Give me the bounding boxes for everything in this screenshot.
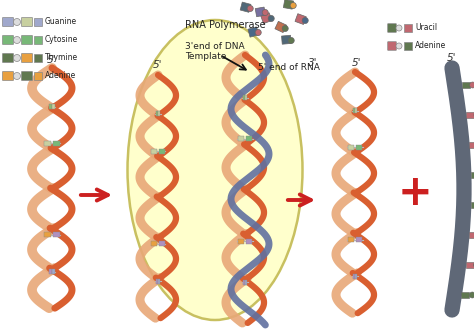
FancyBboxPatch shape [282, 35, 291, 44]
Bar [471, 172, 474, 178]
Bar [246, 280, 247, 285]
Circle shape [469, 292, 474, 298]
Bar [54, 141, 60, 146]
Bar [462, 82, 470, 88]
Bar [356, 274, 357, 279]
FancyBboxPatch shape [388, 24, 396, 32]
Text: 3'end of DNA
Template: 3'end of DNA Template [185, 42, 245, 61]
FancyBboxPatch shape [283, 0, 293, 9]
Circle shape [13, 72, 20, 79]
Circle shape [13, 37, 20, 43]
Text: 5': 5' [47, 55, 57, 65]
FancyBboxPatch shape [34, 18, 42, 26]
Text: Thymine: Thymine [45, 53, 78, 62]
FancyBboxPatch shape [255, 7, 265, 17]
FancyBboxPatch shape [2, 71, 13, 80]
Text: 5' end of RNA: 5' end of RNA [258, 63, 320, 72]
Circle shape [262, 9, 268, 16]
Bar [158, 112, 160, 117]
FancyBboxPatch shape [248, 27, 259, 37]
Bar [45, 232, 51, 237]
Bar [246, 239, 252, 244]
Text: RNA Polymerase: RNA Polymerase [185, 20, 265, 30]
Bar [243, 96, 245, 101]
Bar [469, 232, 474, 238]
Bar [54, 232, 60, 237]
Bar [159, 149, 165, 154]
Bar [356, 108, 357, 113]
FancyBboxPatch shape [404, 24, 412, 32]
Bar [471, 202, 474, 208]
Bar [469, 142, 474, 148]
Bar [151, 241, 157, 246]
FancyBboxPatch shape [404, 42, 412, 50]
Bar [356, 145, 362, 150]
Bar [53, 269, 55, 274]
FancyBboxPatch shape [275, 21, 286, 33]
Bar [238, 136, 244, 141]
Circle shape [282, 26, 288, 32]
Bar [243, 280, 245, 285]
Bar [45, 141, 51, 146]
Circle shape [290, 2, 296, 9]
Circle shape [396, 25, 402, 31]
FancyBboxPatch shape [34, 72, 42, 80]
Text: Uracil: Uracil [415, 24, 437, 33]
Circle shape [396, 43, 402, 49]
Circle shape [255, 30, 261, 36]
Circle shape [13, 54, 20, 61]
Bar [353, 108, 355, 113]
Bar [348, 237, 354, 242]
Bar [155, 279, 157, 284]
Text: 5': 5' [352, 58, 362, 68]
FancyBboxPatch shape [261, 13, 272, 24]
Text: 3': 3' [308, 58, 318, 68]
FancyBboxPatch shape [2, 18, 13, 27]
FancyBboxPatch shape [21, 71, 33, 80]
FancyBboxPatch shape [21, 36, 33, 44]
Bar [461, 292, 469, 298]
Bar [53, 104, 55, 109]
Bar [353, 274, 355, 279]
FancyBboxPatch shape [34, 36, 42, 44]
Circle shape [288, 38, 294, 43]
Bar [246, 96, 247, 101]
Bar [159, 241, 165, 246]
FancyBboxPatch shape [21, 53, 33, 62]
Circle shape [13, 19, 20, 26]
Ellipse shape [128, 20, 302, 320]
Text: Guanine: Guanine [45, 18, 77, 27]
Bar [465, 262, 474, 268]
Bar [151, 149, 157, 154]
Text: 5': 5' [153, 60, 163, 70]
Bar [49, 269, 52, 274]
FancyBboxPatch shape [21, 18, 33, 27]
Circle shape [470, 82, 474, 88]
Bar [238, 239, 244, 244]
Text: +: + [398, 172, 432, 214]
FancyBboxPatch shape [34, 54, 42, 62]
Text: Adenine: Adenine [45, 71, 76, 80]
Text: 5': 5' [447, 53, 457, 63]
FancyBboxPatch shape [388, 42, 396, 50]
FancyBboxPatch shape [295, 14, 306, 25]
Bar [49, 104, 52, 109]
Text: Adenine: Adenine [415, 42, 446, 50]
Bar [158, 279, 160, 284]
Text: Cytosine: Cytosine [45, 36, 78, 44]
Bar [246, 136, 252, 141]
FancyBboxPatch shape [240, 2, 251, 12]
Circle shape [302, 18, 308, 24]
Circle shape [247, 5, 253, 12]
Bar [356, 237, 362, 242]
Bar [348, 145, 354, 150]
Circle shape [268, 16, 274, 22]
FancyBboxPatch shape [2, 36, 13, 44]
Bar [466, 112, 474, 118]
FancyBboxPatch shape [2, 53, 13, 62]
Bar [155, 112, 157, 117]
